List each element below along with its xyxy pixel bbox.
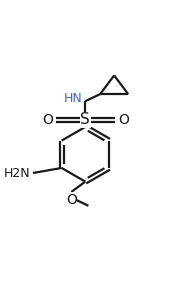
Text: S: S bbox=[80, 113, 90, 127]
Text: O: O bbox=[42, 113, 53, 127]
Text: H2N: H2N bbox=[4, 166, 31, 180]
Text: O: O bbox=[66, 193, 77, 207]
Text: HN: HN bbox=[63, 92, 82, 105]
Text: O: O bbox=[118, 113, 129, 127]
